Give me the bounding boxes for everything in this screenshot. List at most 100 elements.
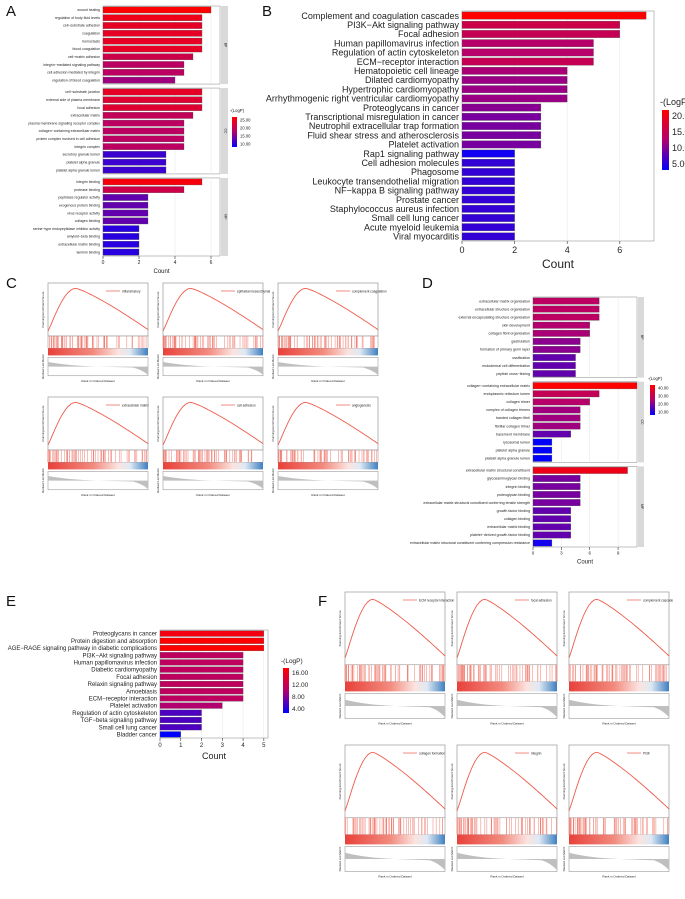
bar (159, 709, 202, 716)
bar (461, 85, 568, 94)
rank-metric-area (163, 362, 263, 375)
y-axis-label: Running Enrichment Score (450, 610, 454, 646)
bar (102, 194, 149, 201)
hits-frame (344, 817, 446, 835)
rank-color-strip (569, 834, 669, 845)
category-label: Small cell lung cancer (371, 213, 459, 223)
bar (532, 454, 553, 462)
category-label: formation of primary germ layer (480, 348, 531, 352)
bar (461, 20, 620, 29)
y-axis-label: Running Enrichment Score (271, 405, 275, 441)
bar (102, 30, 203, 37)
chart-panel-a: BP wound healing regulation of body fluid … (28, 5, 251, 275)
category-label: Complement and coagulation cascades (301, 11, 459, 21)
bar (532, 466, 628, 474)
legend-title: -(LogP) (281, 658, 303, 665)
rank-metric-area (569, 699, 669, 718)
category-label: platelet alpha granule (496, 448, 530, 452)
category-label: proteoglycan binding (497, 493, 530, 497)
bar (461, 158, 515, 167)
score-frame (47, 282, 149, 337)
y-axis-label: Running Enrichment Score (271, 291, 275, 327)
rank-axis-label: Ranked List Metric (562, 846, 566, 871)
score-frame (277, 396, 379, 451)
score-frame (568, 591, 670, 666)
x-tick-label: 2 (138, 260, 141, 266)
bar (532, 354, 576, 361)
bar (461, 103, 542, 112)
bar (461, 204, 515, 213)
bar (532, 305, 600, 313)
category-label: Rap1 signaling pathway (363, 149, 459, 159)
bar (102, 186, 185, 193)
bar (159, 695, 244, 702)
rank-color-strip (48, 348, 148, 356)
y-axis-label: Running Enrichment Score (41, 291, 45, 327)
gsea-plot: cell adhesion Running Enrichment Score Ran… (156, 396, 264, 497)
category-label: Platelet activation (388, 140, 459, 150)
rank-metric-area (345, 852, 445, 871)
bar (102, 69, 185, 76)
bar (461, 30, 620, 38)
x-axis-label: Rank in Ordered Dataset (490, 722, 523, 726)
panel-letter-c: C (6, 275, 17, 292)
category-label: cell−substrate adhesion (63, 24, 100, 28)
bar (102, 61, 185, 68)
category-label: extracellular matrix binding (58, 243, 100, 247)
facet-label: MF (224, 214, 228, 219)
score-frame (277, 282, 379, 337)
bar (102, 6, 212, 14)
category-label: integrin binding (76, 180, 100, 184)
legend-tick-label: 12.00 (292, 682, 309, 689)
enrichment-curve (47, 287, 149, 332)
enrichment-curve (344, 751, 446, 811)
legend-label: extracellular matrix (122, 404, 149, 408)
panel-letter-d: D (422, 275, 433, 292)
bar (532, 346, 581, 353)
category-label: regulation of blood coagulation (52, 78, 100, 82)
bar (532, 362, 576, 369)
bar (532, 483, 581, 490)
gsea-plot: complement cascade Running Enrichment Sco… (562, 591, 673, 726)
bar (461, 48, 594, 57)
legend-label: collagen formation (419, 752, 445, 756)
facet-label: BP (640, 335, 644, 340)
category-label: NF−kappa B signaling pathway (335, 186, 460, 196)
x-tick-label: 1 (179, 743, 183, 749)
rank-axis-label: Ranked List Metric (41, 468, 45, 493)
x-tick-label: 3 (221, 743, 225, 749)
x-tick-label: 4 (565, 245, 570, 255)
bar (532, 390, 600, 398)
bar (159, 716, 202, 724)
category-label: platelet alpha granule lumen (485, 457, 530, 461)
category-label: external encapsulating structure organiz… (458, 315, 530, 319)
category-label: Transcriptional misregulation in cancer (305, 112, 459, 122)
x-axis-label: Rank in Ordered Dataset (196, 379, 229, 383)
rank-color-strip (163, 348, 263, 356)
bar (102, 225, 140, 232)
category-label: Platelet activation (110, 704, 157, 710)
x-tick-label: 0 (532, 551, 535, 556)
bar (159, 673, 244, 680)
category-label: extracellular matrix binding (487, 525, 530, 529)
bar (532, 382, 638, 390)
enrichment-curve (162, 287, 264, 332)
legend-tick-label: 20.00 (240, 125, 251, 130)
facet-strip (221, 177, 228, 256)
hits-frame (456, 664, 558, 682)
bar (532, 329, 590, 337)
bar (532, 430, 571, 438)
facet-label: MF (640, 504, 644, 509)
bar (532, 475, 581, 482)
category-label: Leukocyte transendothelial migration (312, 176, 459, 186)
rank-color-strip (457, 681, 557, 692)
bar (159, 630, 264, 637)
legend-tick-label: 4.00 (292, 706, 305, 713)
bar (532, 370, 576, 378)
rank-axis-label: Ranked List Metric (156, 354, 160, 379)
gsea-plot: epithelial mesenchymal Running Enrichment… (156, 282, 270, 383)
bar (532, 337, 581, 345)
category-label: Diabetic cardiomyopathy (91, 668, 157, 674)
gsea-plot: ECM receptor interaction Running Enrichme… (338, 591, 454, 726)
